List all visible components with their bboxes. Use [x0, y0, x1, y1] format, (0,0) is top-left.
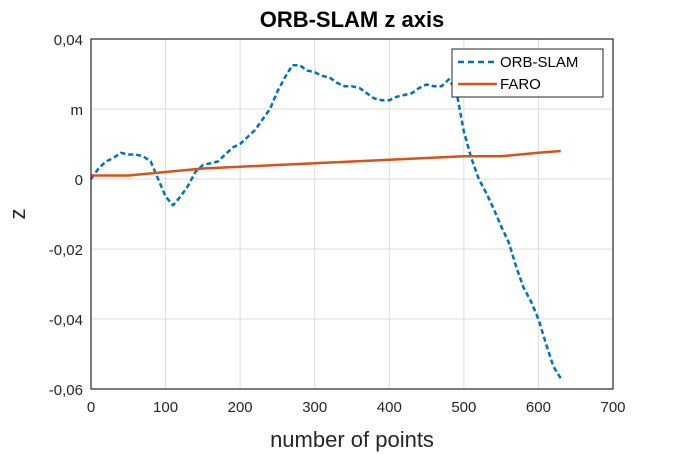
x-tick-label: 400	[377, 399, 402, 416]
legend: ORB-SLAM FARO	[451, 48, 604, 98]
x-tick-label: 200	[228, 399, 253, 416]
series-line-orb-slam	[89, 64, 562, 380]
y-tick-label: -0,06	[49, 382, 83, 399]
legend-label-faro: FARO	[500, 76, 541, 93]
x-tick-label: 600	[526, 399, 551, 416]
y-tick-label: -0,04	[49, 312, 83, 329]
tick-labels: 0 100 200 300 400 500 600 700 0,04 m 0 -0,02 -0,04 -0…	[49, 32, 626, 416]
x-tick-label: 300	[302, 399, 327, 416]
legend-box	[451, 48, 604, 98]
chart-title: ORB-SLAM z axis	[260, 7, 445, 32]
legend-label-orb-slam: ORB-SLAM	[500, 54, 578, 71]
y-axis-label: z	[5, 209, 30, 220]
x-tick-label: 0	[87, 399, 95, 416]
x-tick-label: 100	[153, 399, 178, 416]
series-lines	[89, 64, 562, 380]
y-tick-label: 0	[75, 172, 83, 189]
y-tick-label: 0,04	[54, 32, 83, 49]
x-tick-label: 700	[600, 399, 625, 416]
x-tick-label: 500	[451, 399, 476, 416]
y-tick-label: -0,02	[49, 242, 83, 259]
plot-frame	[90, 38, 614, 390]
series-line-faro	[91, 149, 561, 177]
y-tick-label: m	[71, 102, 84, 119]
x-axis-label: number of points	[270, 427, 434, 452]
